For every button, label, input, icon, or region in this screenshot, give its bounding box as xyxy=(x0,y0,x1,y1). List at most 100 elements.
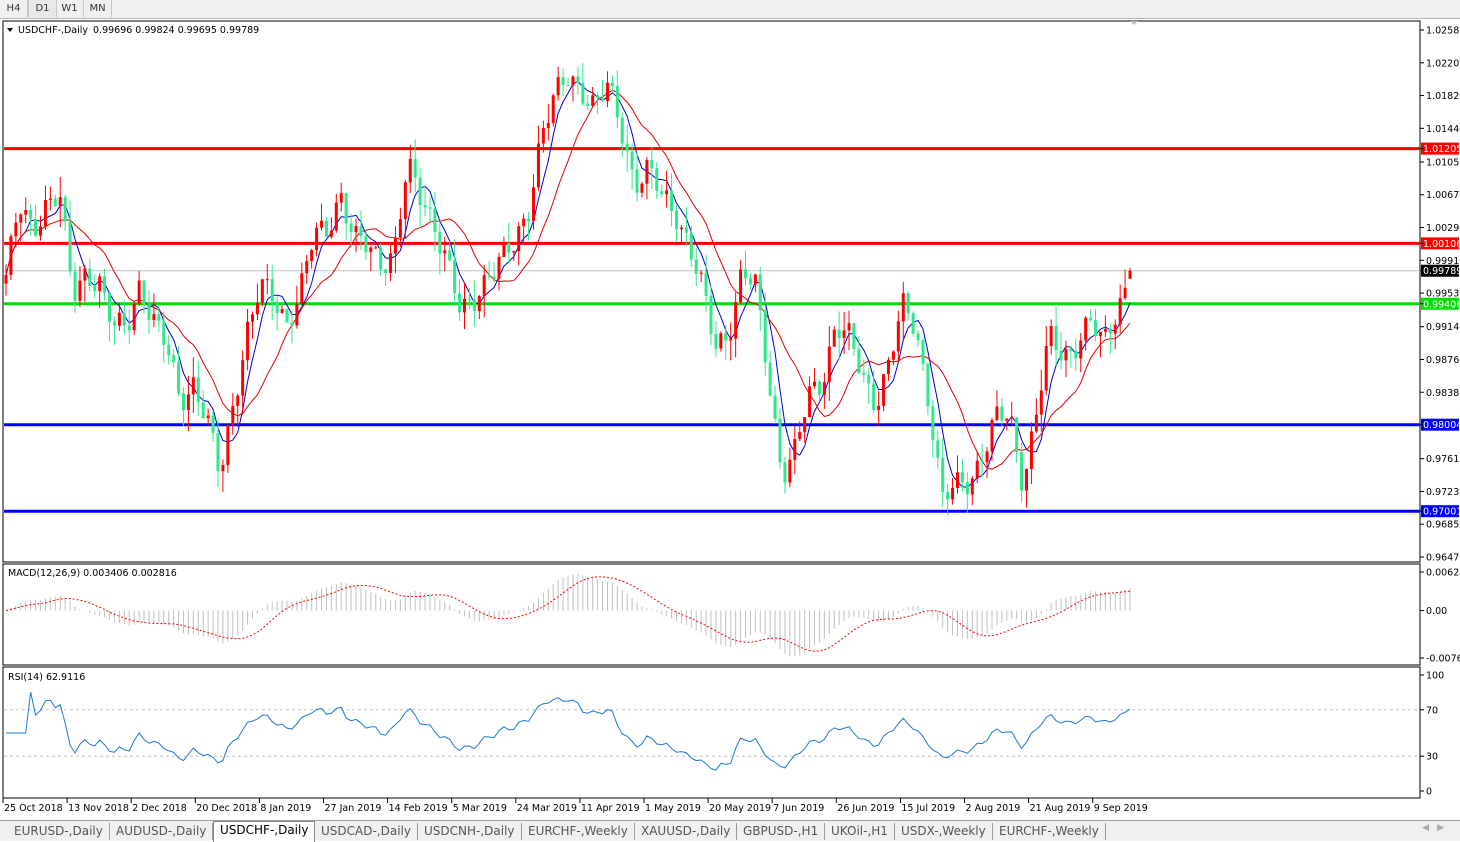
candle xyxy=(635,152,639,202)
chart-tab[interactable]: EURCHF-,Weekly xyxy=(993,823,1106,840)
candle-body xyxy=(63,197,67,222)
candle-body xyxy=(872,383,876,411)
candle xyxy=(1108,323,1112,355)
candle-body xyxy=(951,487,955,500)
candle-body xyxy=(48,198,52,200)
candle-body xyxy=(157,314,161,321)
candle-body xyxy=(443,250,447,254)
chart-tab[interactable]: GBPUSD-,H1 xyxy=(737,823,826,840)
time-tick-label: 24 Mar 2019 xyxy=(517,803,577,814)
candle xyxy=(492,262,496,283)
candle xyxy=(1123,269,1127,301)
candle xyxy=(694,247,698,287)
candle xyxy=(837,311,841,360)
candle-body xyxy=(803,417,807,433)
tab-scroll-arrows-icon[interactable]: ◀▶ xyxy=(1422,823,1452,833)
candle-body xyxy=(167,344,171,356)
candle-body xyxy=(73,271,77,301)
price-tick-label: 1.02580 xyxy=(1426,26,1460,37)
candle-body xyxy=(576,76,580,83)
candle xyxy=(788,447,792,488)
candle xyxy=(605,71,609,108)
candle xyxy=(24,197,28,224)
candle xyxy=(448,240,452,262)
candle xyxy=(684,206,688,246)
candle-body xyxy=(4,274,8,284)
candle xyxy=(482,264,486,318)
chart-tab[interactable]: EURUSD-,Daily xyxy=(8,823,110,840)
candle xyxy=(645,157,649,200)
candle-body xyxy=(270,279,274,302)
symbol-label: USDCHF-,Daily xyxy=(18,25,88,36)
candle-body xyxy=(837,329,841,338)
candle-body xyxy=(83,268,87,281)
candle-body xyxy=(255,302,259,315)
candle-body xyxy=(1039,390,1043,415)
candle xyxy=(502,236,506,258)
candle xyxy=(551,93,555,127)
chart-tab[interactable]: USDX-,Weekly xyxy=(895,823,993,840)
candle-body xyxy=(216,433,220,472)
candle xyxy=(29,203,33,236)
candle xyxy=(58,176,62,228)
candle-body xyxy=(132,303,136,331)
candle xyxy=(1118,284,1122,334)
main-pane[interactable] xyxy=(2,20,1421,563)
candle-body xyxy=(739,269,743,303)
macd-pane[interactable] xyxy=(2,563,1421,666)
candle-body xyxy=(172,355,176,363)
candle-body xyxy=(512,251,516,253)
candle xyxy=(995,390,999,422)
chart-tab[interactable]: AUDUSD-,Daily xyxy=(110,823,214,840)
rsi-pane[interactable] xyxy=(2,666,1421,799)
chart-tab[interactable]: UKOil-,H1 xyxy=(825,823,895,840)
chart-tab[interactable]: XAUUSD-,Daily xyxy=(635,823,738,840)
candle xyxy=(734,292,738,358)
chart-tab[interactable]: USDCAD-,Daily xyxy=(315,823,418,840)
candle-body xyxy=(1118,298,1122,325)
candle xyxy=(300,262,304,305)
candle-body xyxy=(108,292,112,322)
candle-body xyxy=(147,304,151,321)
timeframe-d1[interactable]: D1 xyxy=(28,0,57,17)
candle-body xyxy=(571,76,575,86)
candle-body xyxy=(1049,325,1053,347)
candle-body xyxy=(670,190,674,211)
candle xyxy=(157,304,161,332)
horizontal-levels xyxy=(4,147,1420,513)
candle xyxy=(601,79,605,102)
candle xyxy=(324,217,328,237)
candle-body xyxy=(921,340,925,364)
candle xyxy=(1000,397,1004,427)
candle xyxy=(285,307,289,323)
chart-shift-marker-icon[interactable] xyxy=(1130,21,1138,25)
candle-body xyxy=(842,330,846,338)
timeframe-w1[interactable]: W1 xyxy=(56,0,84,17)
candle xyxy=(246,309,250,371)
candle xyxy=(122,299,126,335)
candle-body xyxy=(364,236,368,253)
candle xyxy=(487,260,491,280)
dropdown-triangle-icon[interactable] xyxy=(7,28,13,32)
candle xyxy=(581,63,585,106)
candle xyxy=(1034,398,1038,434)
candle-body xyxy=(295,303,299,326)
chart-tab[interactable]: EURCHF-,Weekly xyxy=(522,823,635,840)
candle-body xyxy=(206,415,210,419)
candle xyxy=(393,226,397,273)
candle xyxy=(660,184,664,198)
candle-body xyxy=(946,491,950,500)
candle xyxy=(724,325,728,361)
timeframe-mn[interactable]: MN xyxy=(84,0,112,17)
candle xyxy=(374,245,378,249)
candle xyxy=(34,204,38,238)
candle-body xyxy=(620,117,624,144)
candle xyxy=(699,270,703,283)
chart-tab[interactable]: USDCHF-,Daily xyxy=(213,821,316,842)
timeframe-h4[interactable]: H4 xyxy=(0,0,28,17)
candle-body xyxy=(418,177,422,205)
chart-tab[interactable]: USDCNH-,Daily xyxy=(418,823,522,840)
candle-body xyxy=(655,168,659,192)
